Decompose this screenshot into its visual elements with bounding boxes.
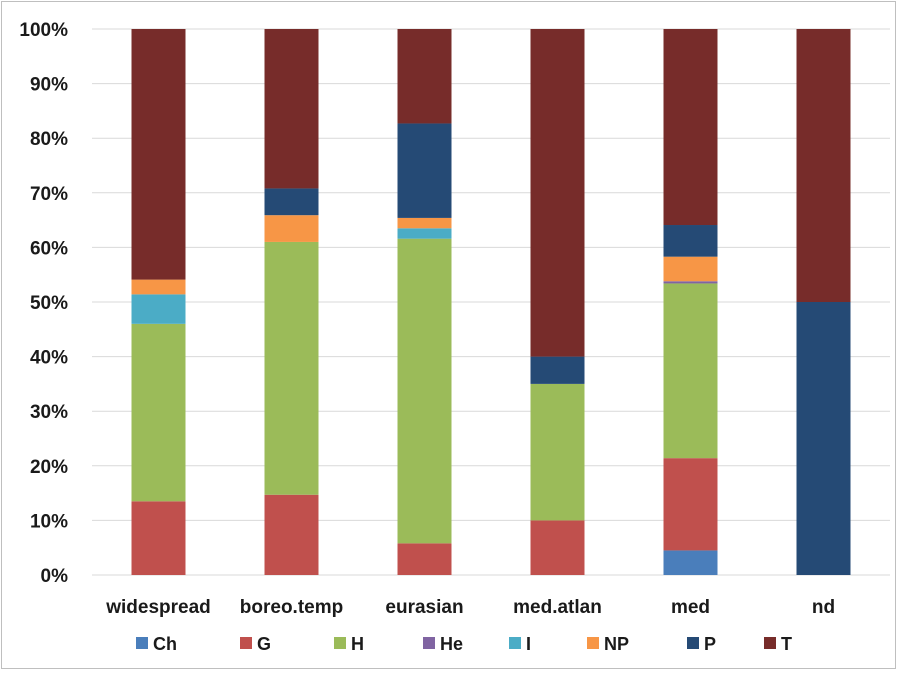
legend-swatch-g [240,637,252,649]
legend-label-he: He [440,634,463,654]
y-tick-label: 20% [30,457,68,478]
bar-segment-he-med [663,281,718,284]
bar-segment-t-widespread [131,29,186,280]
y-tick-label: 0% [41,566,69,587]
bar-segment-np-widespread [131,279,186,295]
bar-segment-p-boreo-temp [264,188,319,216]
legend-label-ch: Ch [153,634,177,654]
bar-segment-ch-med [663,550,718,575]
y-tick-label: 100% [19,20,68,41]
legend-label-p: P [704,634,716,654]
bar-segment-np-med [663,256,718,282]
y-tick-label: 70% [30,184,68,205]
y-tick-label: 30% [30,402,68,423]
legend-swatch-i [509,637,521,649]
bar-segment-h-med-atlan [530,383,585,521]
legend-label-t: T [781,634,792,654]
bar-segment-h-boreo-temp [264,241,319,495]
y-tick-label: 60% [30,238,68,259]
bar-segment-t-eurasian [397,29,452,124]
bar-segment-p-med [663,225,718,257]
bar-segment-t-med-atlan [530,29,585,357]
x-tick-label: med.atlan [513,597,602,618]
legend-swatch-he [423,637,435,649]
x-tick-label: eurasian [385,597,463,618]
gridlines [92,28,890,576]
y-tick-label: 10% [30,511,68,532]
bar-segment-g-eurasian [397,543,452,575]
x-axis-ticks: widespread boreo.temp eurasian med.atlan med… [105,597,835,618]
bar-segment-h-med [663,283,718,459]
bar-segment-p-med-atlan [530,356,585,384]
bar-segment-np-eurasian [397,217,452,229]
x-tick-label: nd [812,597,835,618]
bar-segment-t-nd [796,29,851,302]
bar-segment-g-med [663,458,718,551]
legend-swatch-t [764,637,776,649]
legend: Ch G H He I NP P T [136,634,792,654]
bar-segment-p-nd [796,302,851,575]
bar-segment-g-med-atlan [530,520,585,575]
bar-segment-p-eurasian [397,123,452,218]
bar-segment-i-eurasian [397,228,452,239]
x-tick-label: med [671,597,710,618]
bar-segment-np-boreo-temp [264,215,319,242]
legend-swatch-np [587,637,599,649]
y-axis-ticks: 0% 10% 20% 30% 40% 50% 60% 70% 80% 90% 100% [19,20,68,587]
bar-segment-i-widespread [131,294,186,324]
legend-swatch-p [687,637,699,649]
bars [131,29,851,575]
legend-label-np: NP [604,634,629,654]
legend-swatch-ch [136,637,148,649]
y-tick-label: 50% [30,293,68,314]
legend-label-h: H [351,634,364,654]
bar-segment-g-widespread [131,501,186,575]
legend-label-i: I [526,634,531,654]
bar-segment-t-boreo-temp [264,29,319,189]
legend-swatch-h [334,637,346,649]
y-tick-label: 40% [30,348,68,369]
x-tick-label: widespread [105,597,211,618]
x-tick-label: boreo.temp [240,597,343,618]
bar-segment-h-eurasian [397,238,452,544]
bar-segment-t-med [663,29,718,226]
bar-segment-h-widespread [131,323,186,502]
y-tick-label: 90% [30,75,68,96]
y-tick-label: 80% [30,129,68,150]
bar-segment-g-boreo-temp [264,494,319,575]
legend-label-g: G [257,634,271,654]
